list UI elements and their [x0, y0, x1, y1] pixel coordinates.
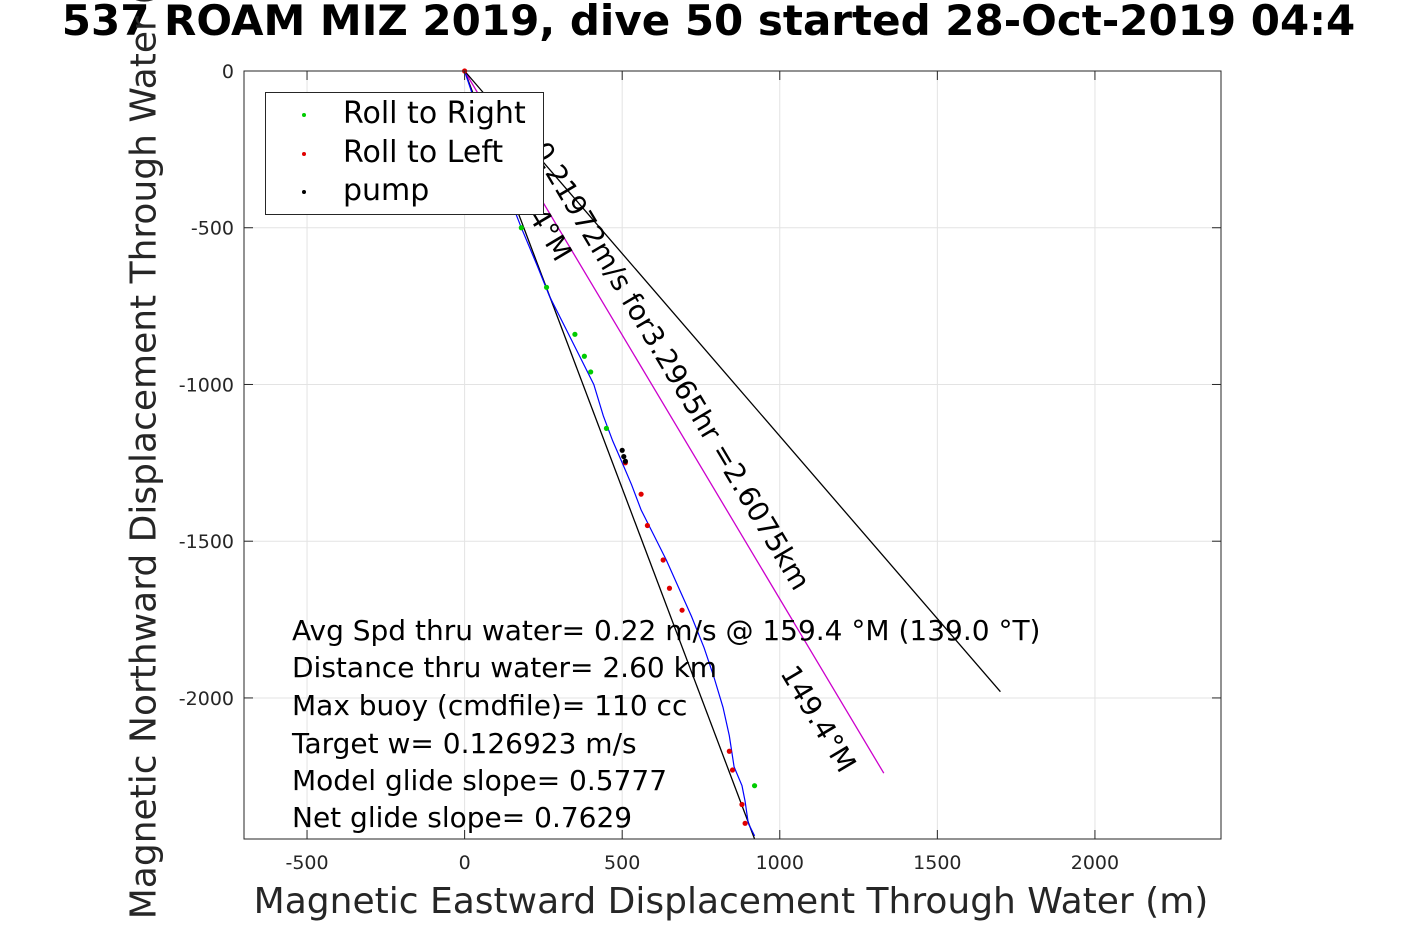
- x-tick-label: 0: [459, 852, 471, 874]
- current-line: [464, 70, 1001, 693]
- y-tick-label: -1500: [179, 531, 234, 553]
- roll-right-points: [581, 353, 587, 359]
- x-tick-label: -500: [285, 852, 328, 874]
- legend-item-roll-left: Roll to Left: [266, 135, 543, 173]
- legend-item-pump: pump: [266, 173, 543, 211]
- y-axis-label: Magnetic Northward Displacement Through …: [123, 0, 165, 920]
- pump-points: [619, 447, 625, 453]
- y-tick-label: -1000: [179, 374, 234, 396]
- points-layer: [462, 68, 758, 826]
- annotation-avg-speed: Avg Spd thru water= 0.22 m/s @ 159.4 °M …: [292, 614, 1041, 647]
- legend-marker-roll-right: [302, 113, 306, 117]
- roll-left-points: [638, 491, 644, 497]
- roll-right-points: [588, 369, 594, 375]
- x-tick-label: 1500: [913, 852, 961, 874]
- legend-item-roll-right: Roll to Right: [266, 96, 543, 134]
- roll-right-points: [751, 783, 758, 789]
- y-tick-label: -2000: [179, 688, 234, 710]
- roll-left-points: [742, 820, 748, 826]
- legend-label-pump: pump: [343, 173, 430, 208]
- roll-left-points: [679, 607, 685, 613]
- tick-layer: -500 0 500 1000 1500 2000 0 -500 -1000 -1500 -2000: [179, 61, 1221, 874]
- x-axis-label: Magnetic Eastward Displacement Through W…: [253, 881, 1209, 922]
- track-line: [464, 70, 756, 837]
- series-layer: [464, 70, 756, 837]
- x-tick-label: 2000: [1071, 852, 1119, 874]
- x-tick-label: 1000: [756, 852, 804, 874]
- roll-right-points: [603, 425, 610, 431]
- annotation-max-buoy: Max buoy (cmdfile)= 110 cc: [292, 689, 688, 722]
- roll-left-points: [644, 522, 651, 529]
- roll-right-points: [518, 225, 524, 231]
- x-tick-label: 500: [604, 852, 640, 874]
- legend-label-roll-left: Roll to Left: [343, 135, 504, 170]
- legend-marker-pump: [302, 190, 306, 194]
- roll-left-points: [660, 557, 666, 563]
- roll-left-points: [729, 767, 736, 773]
- axes-frame: [243, 70, 1222, 840]
- chart-title: 537 ROAM MIZ 2019, dive 50 started 28-Oc…: [61, 0, 1356, 45]
- annotation-net-glide-slope: Net glide slope= 0.7629: [292, 801, 633, 834]
- roll-left-points: [726, 748, 732, 754]
- pump-points: [622, 458, 628, 464]
- pump-points: [621, 453, 627, 460]
- legend-marker-roll-left: [302, 152, 306, 156]
- annotation-model-glide-slope: Model glide slope= 0.5777: [292, 764, 668, 797]
- roll-left-points: [739, 801, 745, 808]
- legend: Roll to Right Roll to Left pump: [265, 92, 544, 215]
- annotation-target-w: Target w= 0.126923 m/s: [292, 727, 637, 760]
- y-tick-label: 0: [222, 61, 234, 83]
- annotation-distance: Distance thru water= 2.60 km: [292, 651, 718, 684]
- roll-left-points: [666, 585, 673, 591]
- legend-label-roll-right: Roll to Right: [343, 96, 526, 131]
- roll-right-points: [572, 331, 578, 337]
- roll-right-points: [543, 284, 550, 290]
- y-tick-label: -500: [191, 218, 234, 240]
